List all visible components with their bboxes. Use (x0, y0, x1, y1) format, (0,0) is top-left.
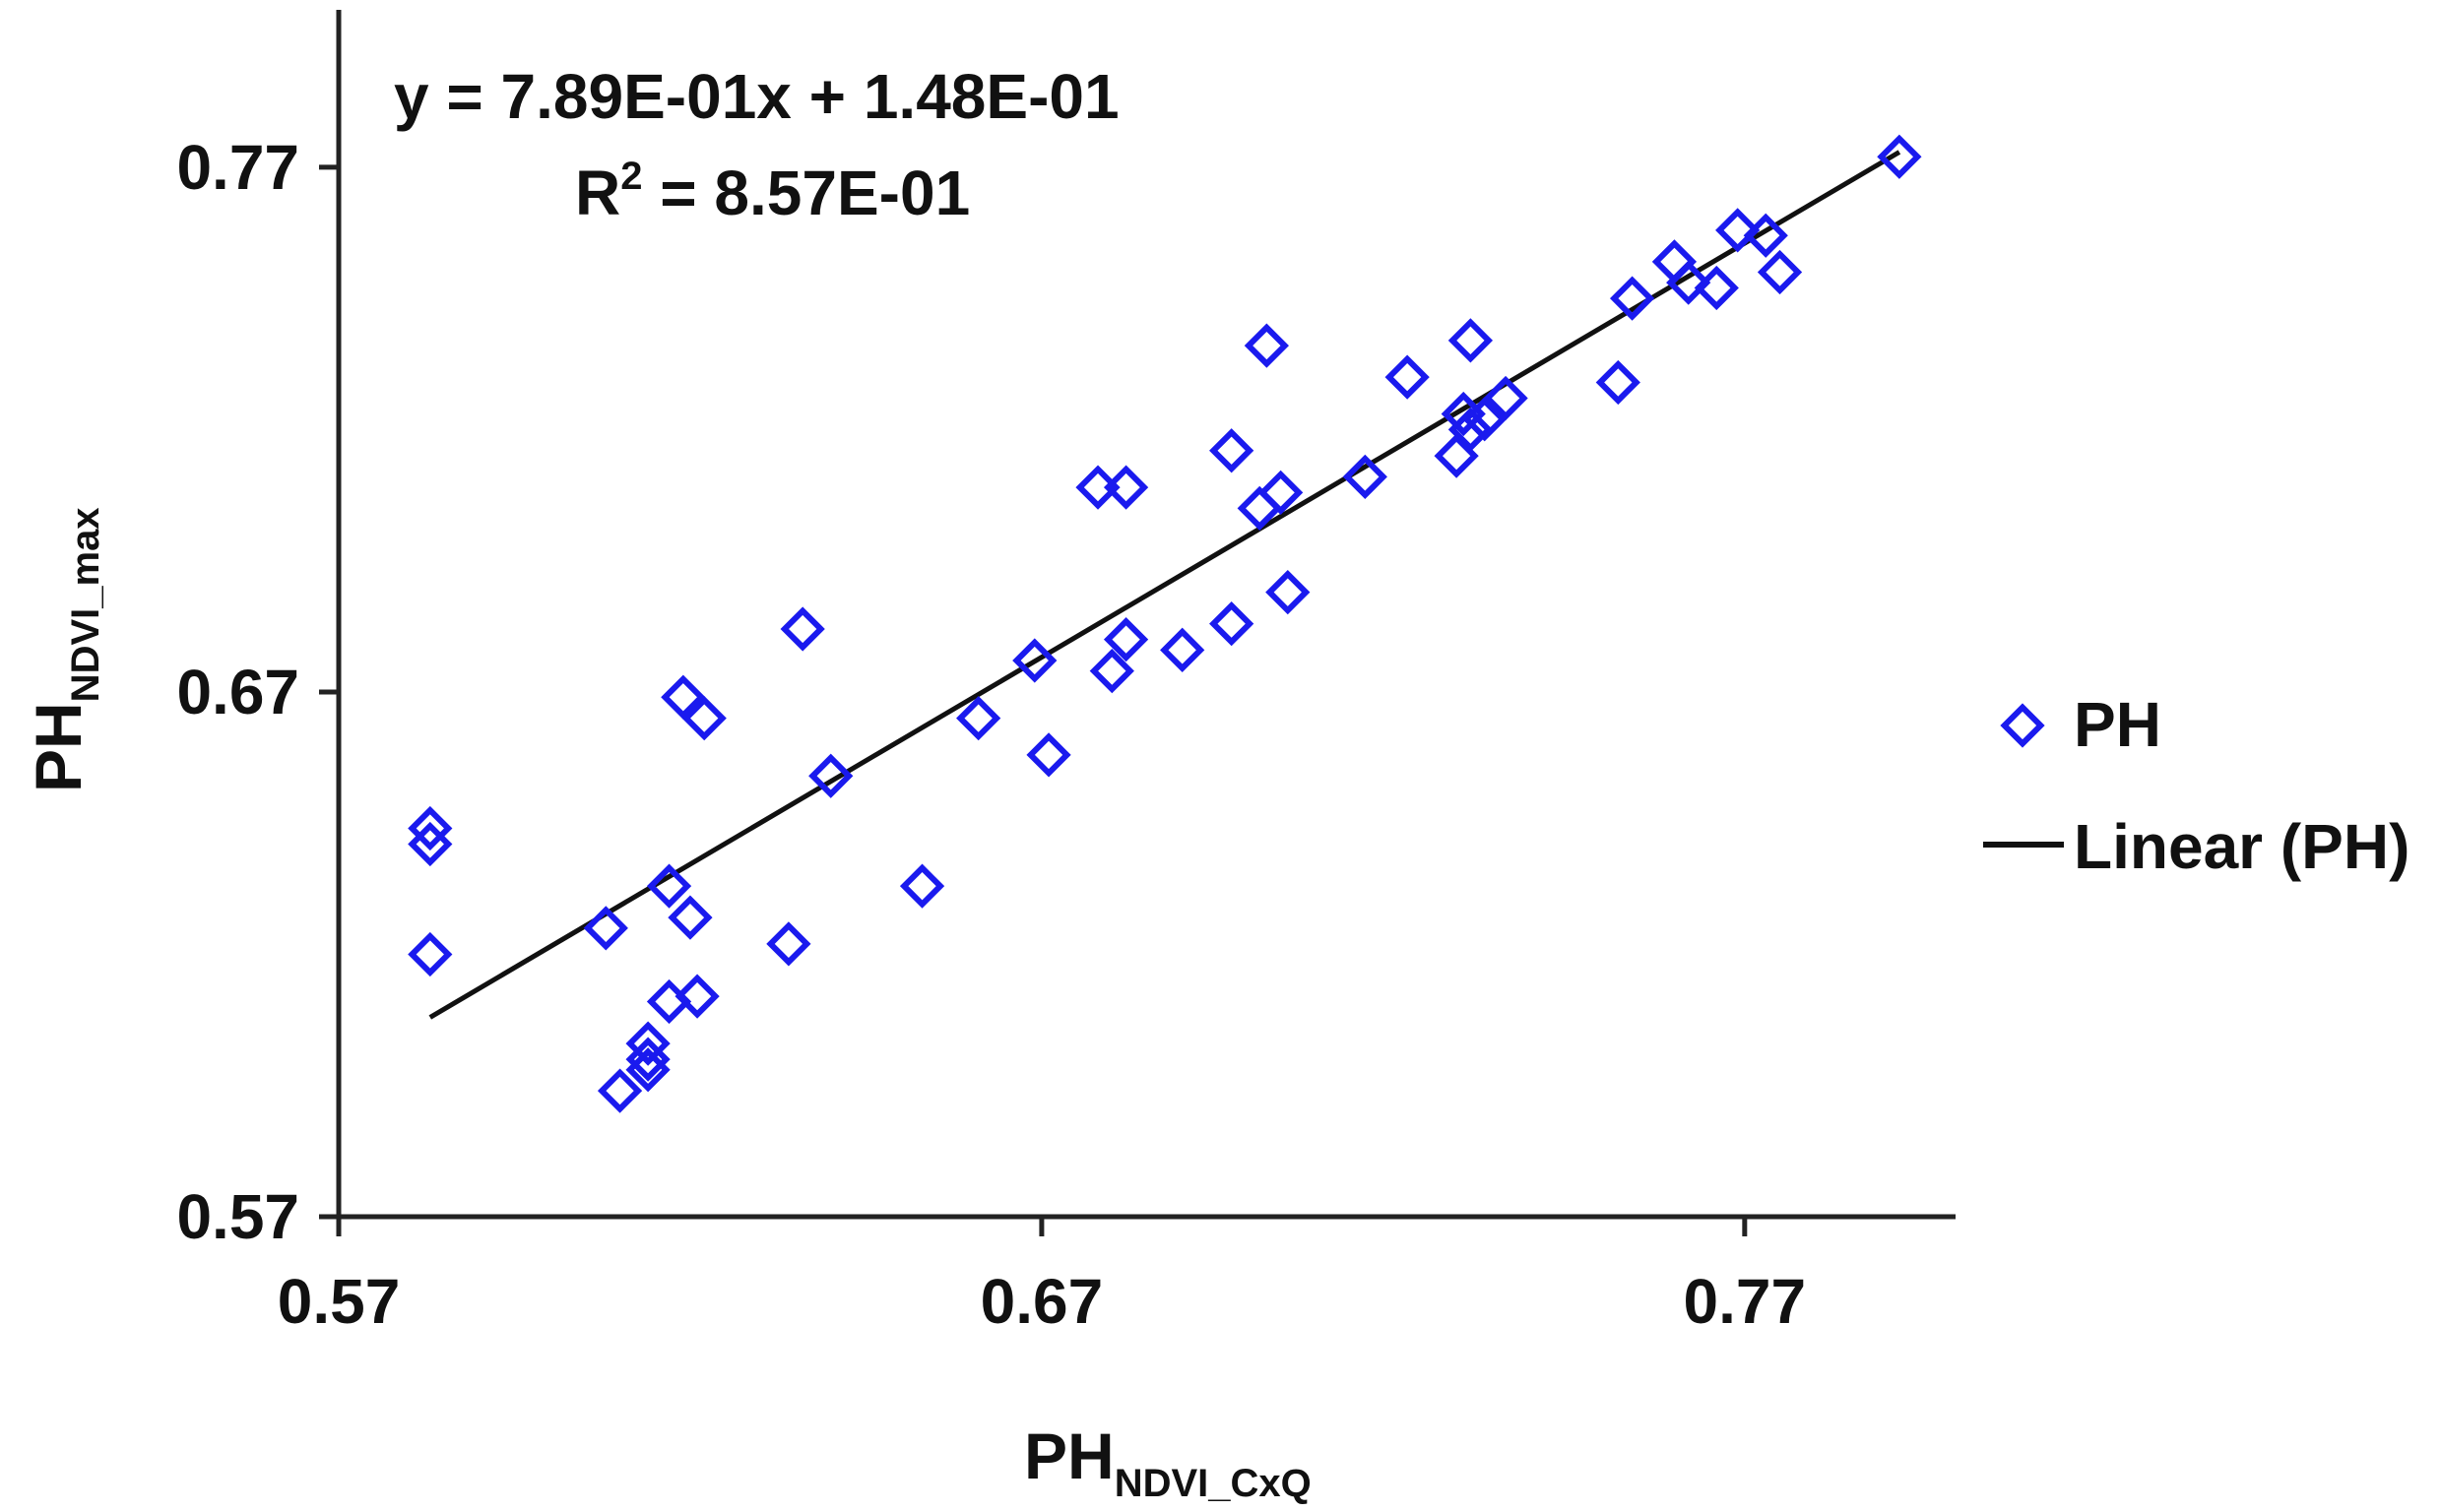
y-axis-title: PHNDVI_max (22, 507, 107, 792)
data-point (1075, 465, 1121, 510)
data-point (674, 974, 720, 1019)
legend-marker-ph (2000, 703, 2045, 748)
data-point (583, 906, 628, 951)
legend-label-ph: PH (2074, 689, 2161, 760)
y-axis-title-main: PH (22, 702, 95, 792)
r-squared-value: = 8.57E-01 (642, 158, 970, 228)
data-point (1462, 397, 1508, 442)
data-point (899, 863, 945, 909)
data-point (1258, 470, 1304, 516)
data-point (1743, 213, 1788, 258)
data-point (1342, 454, 1387, 500)
data-point (1160, 627, 1205, 672)
data-point (597, 1068, 643, 1113)
x-axis-title-sub: NDVI_CxQ (1115, 1462, 1312, 1505)
data-point (808, 753, 854, 798)
data-point (956, 695, 1001, 741)
x-axis-ticks: 0.57 0.67 0.77 (278, 1217, 1806, 1337)
data-point (1209, 601, 1254, 647)
data-point (1089, 649, 1134, 694)
data-point (681, 695, 727, 741)
x-tick-label: 0.77 (1684, 1266, 1807, 1337)
data-point (1103, 617, 1149, 662)
x-tick-label: 0.67 (981, 1266, 1104, 1337)
y-axis-ticks: 0.57 0.67 0.77 (176, 132, 339, 1252)
data-points (408, 134, 1922, 1113)
data-point (1715, 208, 1761, 253)
data-point (1447, 407, 1494, 453)
data-point (408, 931, 453, 977)
data-point (1384, 354, 1430, 400)
x-axis-title-main: PH (1024, 1419, 1115, 1492)
data-point (646, 863, 692, 909)
y-tick-label: 0.77 (176, 132, 299, 203)
data-point (766, 921, 811, 967)
data-point (625, 1037, 671, 1082)
x-tick-label: 0.57 (278, 1266, 401, 1337)
data-point (1026, 732, 1071, 778)
data-point (1609, 276, 1655, 321)
legend-label-linear: Linear (PH) (2074, 811, 2409, 882)
data-point (1757, 249, 1803, 295)
r-squared-superscript: 2 (620, 155, 642, 198)
regression-equation: y = 7.89E-01x + 1.48E-01 (394, 61, 1120, 132)
data-point (1012, 638, 1058, 683)
data-point (1666, 260, 1711, 305)
r-squared-label: R (575, 158, 620, 228)
data-point (1209, 428, 1254, 473)
data-point (1244, 323, 1289, 368)
data-point (780, 606, 825, 652)
data-point (1447, 318, 1494, 363)
r-squared: R2 = 8.57E-01 (575, 155, 970, 228)
y-axis-title-sub: NDVI_max (64, 507, 107, 702)
data-point (661, 674, 706, 720)
y-tick-label: 0.67 (176, 657, 299, 727)
data-point (1877, 134, 1922, 179)
data-point (668, 895, 713, 940)
data-point (408, 821, 453, 867)
data-point (625, 1047, 671, 1093)
data-point (1595, 359, 1640, 406)
data-point (646, 978, 692, 1025)
data-point (1694, 265, 1739, 311)
legend: PH Linear (PH) (1983, 689, 2409, 882)
data-point (1103, 465, 1149, 510)
y-tick-label: 0.57 (176, 1181, 299, 1252)
data-point (1265, 570, 1311, 615)
data-point (1483, 375, 1528, 421)
x-axis-title: PHNDVI_CxQ (1024, 1419, 1312, 1505)
